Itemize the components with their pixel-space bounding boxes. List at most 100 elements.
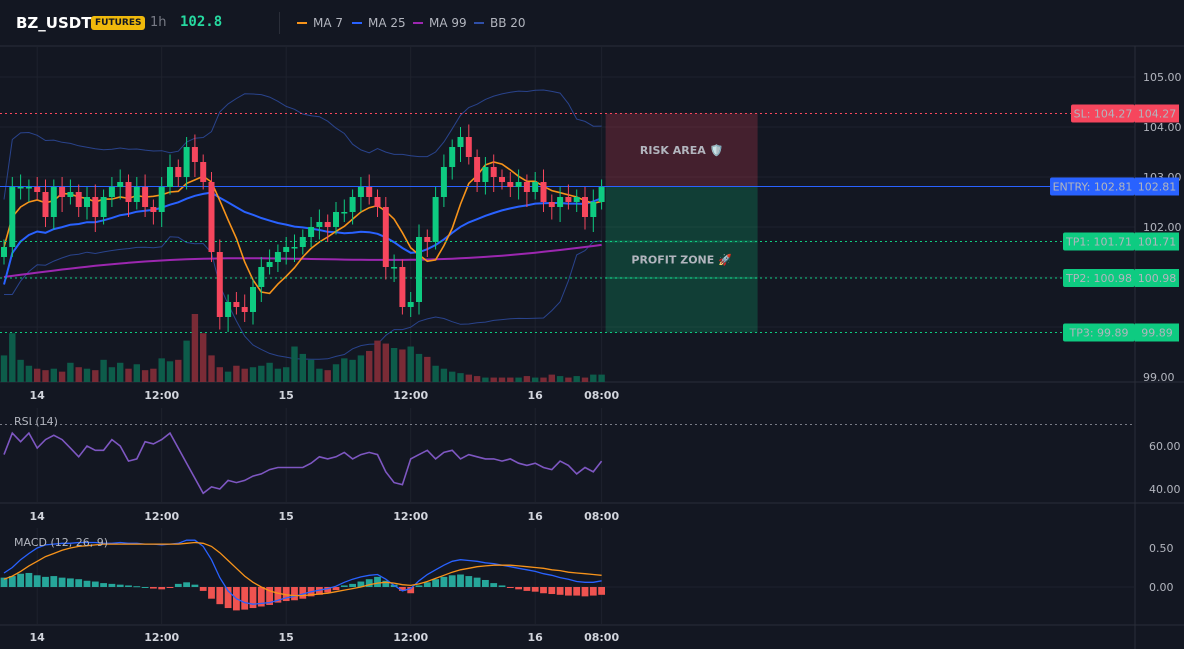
candle-body: [283, 247, 290, 252]
candle-body: [274, 252, 281, 262]
candle-body: [1, 247, 7, 257]
volume-bar: [307, 359, 315, 382]
candle-body: [540, 182, 547, 202]
candle-body: [133, 187, 140, 202]
macd-histogram-bar: [523, 587, 531, 591]
volume-bar: [581, 377, 589, 382]
candle-body: [416, 237, 422, 302]
time-tick-label: 12:00: [393, 631, 428, 644]
legend-label: MA 25: [368, 16, 406, 30]
candle-body: [167, 167, 173, 187]
macd-histogram-bar: [224, 587, 232, 609]
axis-price-tag-label: 102.81: [1138, 181, 1177, 194]
volume-bar: [208, 355, 215, 382]
candle-body: [308, 227, 315, 237]
time-tick-label: 12:00: [144, 510, 179, 523]
volume-bar: [42, 370, 49, 382]
macd-histogram-bar: [382, 580, 390, 587]
candle-body: [565, 197, 572, 202]
candle-body: [432, 197, 439, 242]
time-tick-label: 12:00: [393, 510, 428, 523]
volume-bar: [332, 364, 340, 382]
axis-price-tag-label: 100.98: [1138, 272, 1177, 285]
volume-bar: [100, 359, 107, 382]
risk-area-label: RISK AREA 🛡️: [640, 144, 723, 157]
legend-ma7[interactable]: MA 7: [297, 16, 343, 30]
legend-label: MA 99: [429, 16, 467, 30]
volume-bar: [224, 371, 232, 382]
futures-badge: FUTURES: [91, 16, 146, 30]
legend-bb20[interactable]: BB 20: [474, 16, 526, 30]
candle-body: [499, 177, 505, 182]
candle-body: [200, 162, 207, 182]
macd-histogram-bar: [407, 587, 415, 594]
level-tag-label: SL: 104.27: [1074, 108, 1133, 121]
candle-body: [548, 202, 555, 207]
volume-bar: [457, 373, 464, 382]
macd-histogram-bar: [100, 583, 107, 587]
volume-bar: [291, 346, 298, 382]
macd-histogram-bar: [432, 579, 439, 587]
candle-body: [407, 302, 414, 307]
rsi-tick-label: 60.00: [1149, 440, 1181, 453]
macd-histogram-bar: [150, 587, 157, 589]
axis-price-tag-label: 101.71: [1138, 236, 1177, 249]
macd-histogram-bar: [598, 587, 605, 595]
axis-price-tag: [1135, 177, 1179, 196]
macd-histogram-bar: [174, 583, 182, 587]
candle-body: [250, 287, 256, 312]
volume-bar: [166, 361, 174, 382]
last-price: 102.8: [180, 14, 223, 30]
candle-body: [557, 197, 564, 207]
candle-body: [507, 182, 514, 187]
candle-body: [241, 307, 248, 312]
volume-bar: [399, 349, 406, 382]
volume-bar: [17, 359, 24, 382]
time-tick-label: 15: [279, 510, 294, 523]
volume-bar: [490, 377, 497, 382]
volume-bar: [573, 376, 580, 382]
volume-bar: [540, 377, 547, 382]
candle-body: [150, 207, 157, 212]
macd-histogram-bar: [399, 587, 406, 591]
time-tick-label: 12:00: [393, 389, 428, 402]
level-tag-label: TP1: 101.71: [1065, 236, 1132, 249]
symbol-name[interactable]: BZ_USDT: [16, 14, 92, 32]
volume-bar: [316, 368, 323, 382]
macd-histogram-bar: [581, 587, 589, 597]
macd-histogram-bar: [515, 587, 522, 590]
macd-histogram-bar: [274, 587, 282, 603]
volume-bar: [125, 368, 132, 382]
macd-histogram-bar: [374, 576, 381, 587]
time-tick-label: 08:00: [584, 631, 619, 644]
macd-histogram-bar: [116, 584, 124, 587]
candle-body: [158, 187, 165, 212]
candle-body: [9, 187, 16, 247]
legend-ma99[interactable]: MA 99: [413, 16, 467, 30]
candle-body: [175, 167, 182, 177]
macd-histogram-bar: [158, 587, 166, 590]
candle-body: [59, 187, 66, 197]
candle-body: [582, 197, 588, 217]
volume-bar: [465, 374, 472, 382]
volume-bar: [133, 364, 140, 382]
candle-body: [50, 187, 57, 217]
macd-histogram-bar: [33, 575, 41, 587]
timeframe-label[interactable]: 1h: [150, 15, 167, 30]
macd-histogram-bar: [75, 579, 83, 587]
time-tick-label: 12:00: [144, 389, 179, 402]
macd-histogram-bar: [340, 585, 348, 587]
axis-price-tag: [1135, 323, 1179, 342]
candle-body: [399, 267, 406, 307]
candle-body: [374, 197, 381, 207]
axis-price-tag: [1135, 232, 1179, 251]
candle-body: [349, 197, 356, 212]
candle-body: [108, 187, 115, 197]
volume-bar: [507, 377, 514, 382]
macd-histogram-bar: [17, 573, 24, 587]
legend-ma25[interactable]: MA 25: [352, 16, 406, 30]
axis-price-tag: [1135, 269, 1179, 287]
macd-histogram-bar: [249, 587, 257, 609]
volume-bar: [191, 314, 199, 382]
